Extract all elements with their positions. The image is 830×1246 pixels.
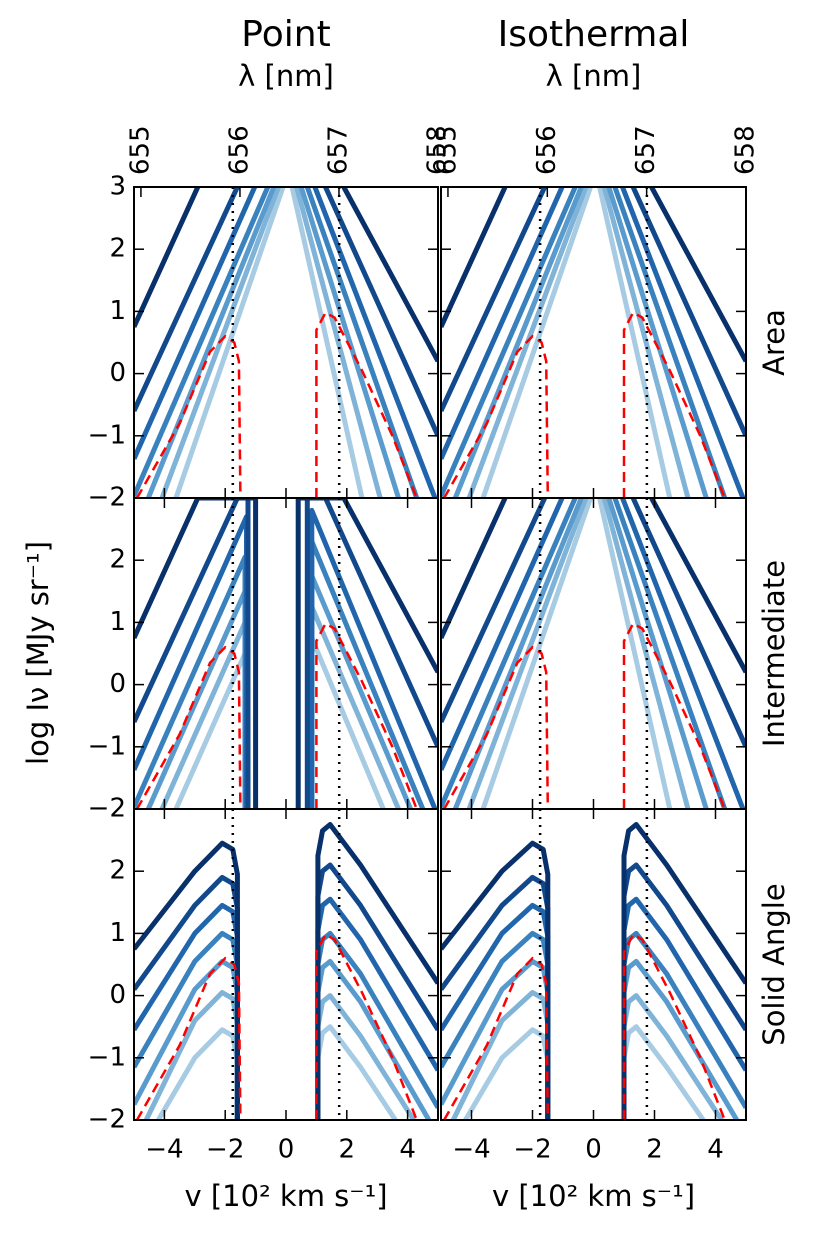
profile-line: [452, 498, 709, 809]
x2-tick-label: 657: [631, 125, 661, 175]
profile-line: [441, 187, 746, 437]
profile-line: [441, 498, 746, 809]
x2-tick-label: 656: [224, 125, 254, 175]
y-tick-label: 2: [109, 545, 126, 575]
x-tick-label: −2: [206, 1135, 244, 1165]
y-tick-label: 0: [109, 358, 126, 388]
x-tick-label: 0: [278, 1135, 295, 1165]
panel-plot: [134, 187, 438, 498]
panel-background: [134, 809, 438, 1120]
panel-background: [441, 809, 746, 1120]
row-label: Solid Angle: [757, 883, 791, 1045]
profile-line: [134, 187, 438, 363]
y-tick-label: −2: [88, 483, 126, 513]
x-tick-label: 0: [585, 1135, 602, 1165]
y-tick-label: 3: [109, 172, 126, 202]
y-tick-label: −1: [88, 731, 126, 761]
profile-line: [480, 498, 673, 809]
row-label: Intermediate: [757, 560, 791, 747]
panel-plot: [441, 187, 746, 498]
y-tick-label: 0: [109, 980, 126, 1010]
x-tick-label: 2: [339, 1135, 356, 1165]
y-tick-label: 2: [109, 856, 126, 886]
panel-plot: [441, 498, 746, 809]
profile-line: [441, 498, 728, 809]
panel-plot: [134, 498, 438, 809]
x-tick-label: 4: [399, 1135, 416, 1165]
profile-line: [173, 187, 365, 498]
profile-line: [441, 822, 746, 1120]
y-tick-label: −2: [88, 1105, 126, 1135]
row-label: Area: [757, 309, 791, 376]
x-tick-label: 4: [707, 1135, 724, 1165]
y-tick-label: 1: [109, 607, 126, 637]
model-line: [443, 310, 726, 498]
panel-plot: [134, 809, 438, 1120]
profile-line: [441, 187, 728, 498]
y-tick-label: 1: [109, 918, 126, 948]
profile-line: [134, 822, 438, 1120]
profile-line: [441, 498, 746, 674]
x2-axis-label: λ [nm]: [238, 59, 334, 93]
x2-axis-label: λ [nm]: [546, 59, 642, 93]
y-tick-label: −1: [88, 1042, 126, 1072]
x-axis-label: v [10² km s⁻¹]: [492, 1179, 695, 1213]
y-axis-label: log Iν [MJy sr⁻¹]: [21, 541, 55, 765]
profile-line: [441, 187, 746, 498]
column-title: Point: [241, 14, 330, 55]
profile-line: [134, 187, 438, 437]
model-line: [443, 621, 726, 809]
x2-tick-label: 655: [432, 125, 462, 175]
profile-line: [441, 498, 746, 748]
x2-tick-label: 658: [731, 125, 761, 175]
profile-line: [134, 498, 438, 809]
profile-line: [452, 187, 709, 498]
y-tick-label: 2: [109, 234, 126, 264]
profile-line: [145, 187, 401, 498]
y-tick-label: 1: [109, 296, 126, 326]
profile-line: [134, 187, 420, 498]
x2-tick-label: 657: [323, 125, 353, 175]
x2-tick-label: 656: [532, 125, 562, 175]
model-line: [135, 621, 418, 809]
x-axis-label: v [10² km s⁻¹]: [184, 1179, 387, 1213]
profile-line: [480, 187, 673, 498]
y-tick-label: −2: [88, 794, 126, 824]
column-title: Isothermal: [498, 14, 690, 55]
x2-tick-label: 658: [423, 125, 453, 175]
x-tick-label: −4: [452, 1135, 490, 1165]
y-tick-label: 0: [109, 669, 126, 699]
panel-plot: [441, 809, 746, 1120]
model-line: [135, 310, 418, 498]
profile-line: [441, 187, 746, 363]
model-line: [135, 932, 418, 1120]
profile-line: [134, 498, 438, 809]
x-tick-label: 2: [646, 1135, 663, 1165]
y-tick-label: −1: [88, 420, 126, 450]
profile-line: [134, 187, 438, 498]
x2-tick-label: 655: [125, 125, 155, 175]
model-line: [443, 932, 726, 1120]
x-tick-label: −4: [145, 1135, 183, 1165]
x-tick-label: −2: [513, 1135, 551, 1165]
